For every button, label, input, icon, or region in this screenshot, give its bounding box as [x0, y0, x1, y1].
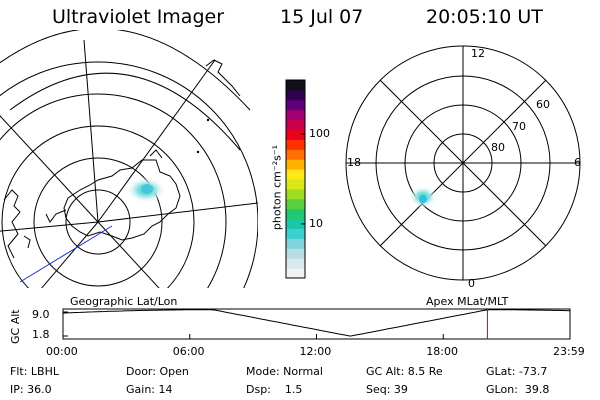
geographic-map — [0, 30, 258, 288]
timeline-xtick-label: 06:00 — [172, 345, 205, 358]
timeline-xtick-label: 18:00 — [426, 345, 458, 358]
mlt-label-12: 12 — [471, 47, 485, 60]
colorbar-segment — [286, 248, 305, 259]
mlt-label-18: 18 — [347, 156, 361, 169]
mlt-lines — [346, 46, 580, 280]
sequence-number: Seq: 39 — [366, 383, 408, 396]
mlt-label-6: 6 — [574, 156, 581, 169]
colorbar-tick-label: 100 — [309, 127, 330, 141]
timeline-xtick-label: 00:00 — [46, 345, 78, 358]
antarctica-coastline — [63, 159, 181, 241]
colorbar-segment — [286, 228, 305, 239]
geo-longitude: GLon: 39.8 — [486, 383, 550, 396]
latitude-circles — [0, 61, 258, 288]
colorbar-segment — [286, 89, 305, 101]
ip-value: IP: 36.0 — [10, 383, 52, 396]
timeline-xtick-label: 23:59 — [553, 345, 585, 358]
image-date: 15 Jul 07 — [280, 6, 364, 28]
flt-filter: Flt: LBHL — [10, 365, 59, 378]
colorbar-segment — [286, 268, 305, 279]
mlat-label-60: 60 — [536, 98, 550, 111]
colorbar-segment — [286, 149, 305, 160]
gc-altitude: GC Alt: 8.5 Re — [366, 365, 443, 378]
colorbar-segment — [286, 129, 305, 140]
mlat-label-80: 80 — [491, 141, 505, 154]
colorbar-segment — [286, 159, 305, 170]
colorbar-segment — [286, 258, 305, 269]
colorbar-segment — [286, 188, 305, 200]
altitude-timeline — [62, 308, 571, 340]
image-time: 20:05:10 UT — [426, 6, 543, 28]
door-status: Door: Open — [126, 365, 189, 378]
colorbar-segment — [286, 198, 305, 210]
apex-label: Apex MLat/MLT — [426, 295, 509, 308]
colorbar-segment — [286, 109, 305, 121]
altitude-curve — [62, 309, 571, 337]
satellite-track — [19, 225, 113, 283]
colorbar-segment — [286, 80, 305, 91]
mode-status: Mode: Normal — [246, 365, 323, 378]
mlat-label-70: 70 — [512, 120, 526, 133]
colorbar-tick-label: 10 — [309, 216, 323, 230]
geographic-label: Geographic Lat/Lon — [70, 295, 178, 308]
mlt-label-0: 0 — [468, 277, 475, 290]
colorbar-segment — [286, 238, 305, 249]
dsp-value: Dsp: 1.5 — [246, 383, 303, 396]
geo-latitude: GLat: -73.7 — [486, 365, 548, 378]
colorbar-frame — [285, 79, 306, 279]
colorbar-segment — [286, 179, 305, 190]
ytick-1.8: 1.8 — [32, 328, 50, 341]
colorbar-segment — [286, 218, 305, 229]
colorbar — [285, 79, 306, 279]
colorbar-segment — [286, 99, 305, 111]
ytick-9.0: 9.0 — [32, 308, 50, 321]
timeline-xtick-label: 12:00 — [299, 345, 332, 358]
colorbar-segment — [286, 119, 305, 130]
colorbar-units-label: photon cm⁻²s⁻¹ — [270, 144, 284, 231]
colorbar-segment — [286, 139, 305, 150]
instrument-title: Ultraviolet Imager — [52, 6, 225, 28]
timeline-ylabel: GC Alt — [9, 309, 22, 344]
colorbar-segment — [286, 208, 305, 220]
colorbar-segment — [286, 169, 305, 180]
meridians — [0, 39, 258, 288]
gain-value: Gain: 14 — [126, 383, 173, 396]
apex-polar-map — [345, 45, 581, 281]
